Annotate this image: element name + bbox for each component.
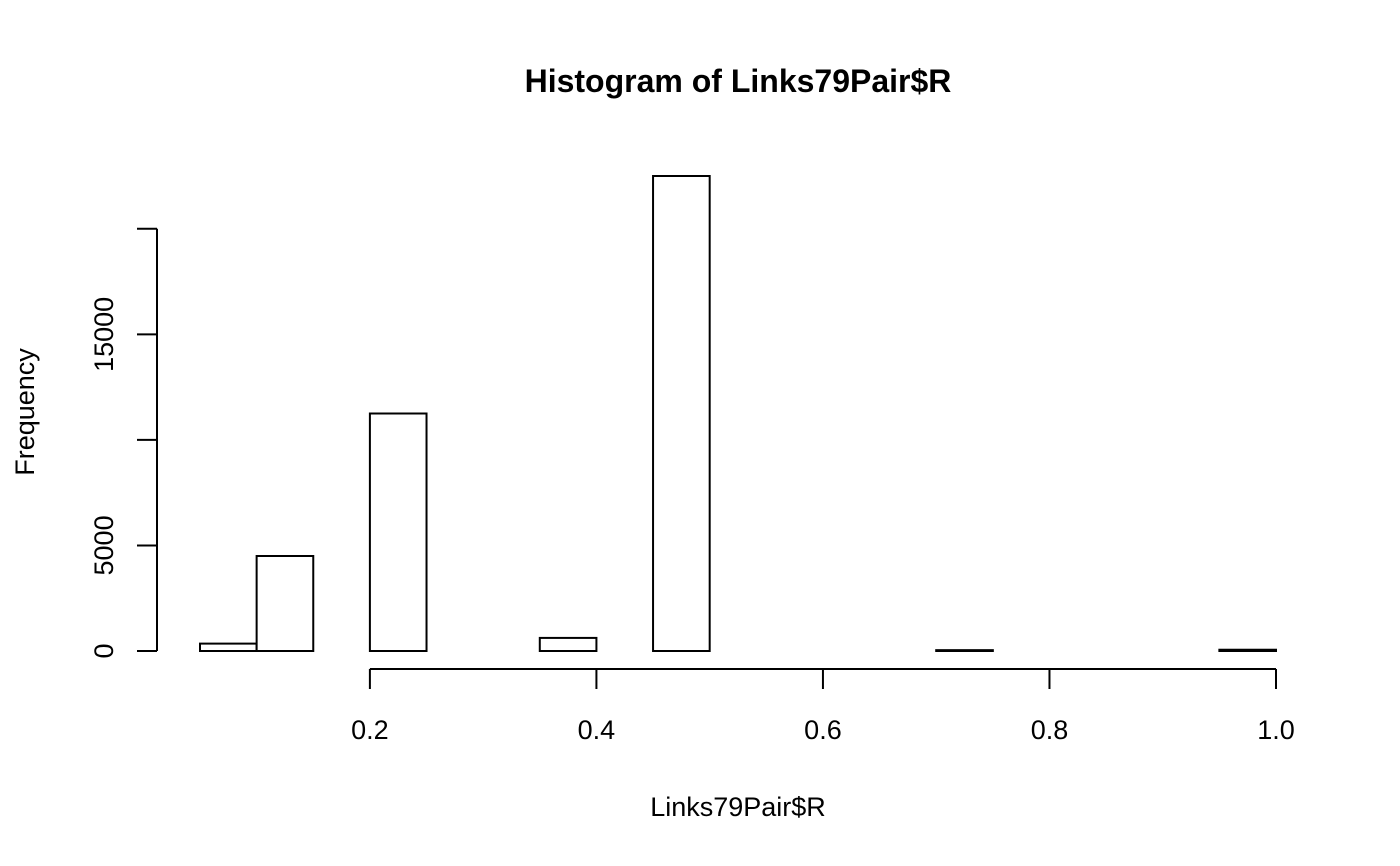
- histogram-bar: [368, 412, 428, 652]
- histogram-bar: [935, 649, 994, 653]
- x-tick-label: 0.2: [351, 715, 389, 745]
- x-axis: 0.2 0.4 0.6 0.8 1.0: [351, 668, 1295, 745]
- x-tick-label: 0.8: [1031, 715, 1069, 745]
- chart-title: Histogram of Links79Pair$R: [525, 63, 952, 99]
- histogram-bar: [538, 636, 598, 653]
- y-axis: 0 5000 15000: [89, 227, 158, 659]
- histogram-bar: [1218, 648, 1277, 653]
- y-tick-label: 15000: [89, 297, 119, 372]
- y-tick-label: 5000: [89, 515, 119, 575]
- y-tick-label: 0: [89, 643, 119, 658]
- y-axis-label: Frequency: [10, 348, 40, 476]
- x-tick-label: 0.4: [578, 715, 616, 745]
- bars-group: [199, 175, 1277, 653]
- x-tick-label: 0.6: [804, 715, 842, 745]
- x-axis-label: Links79Pair$R: [650, 792, 826, 822]
- x-tick-label: 1.0: [1257, 715, 1295, 745]
- histogram-bar: [652, 175, 711, 652]
- histogram-bar: [255, 555, 315, 652]
- histogram-bar: [199, 642, 258, 652]
